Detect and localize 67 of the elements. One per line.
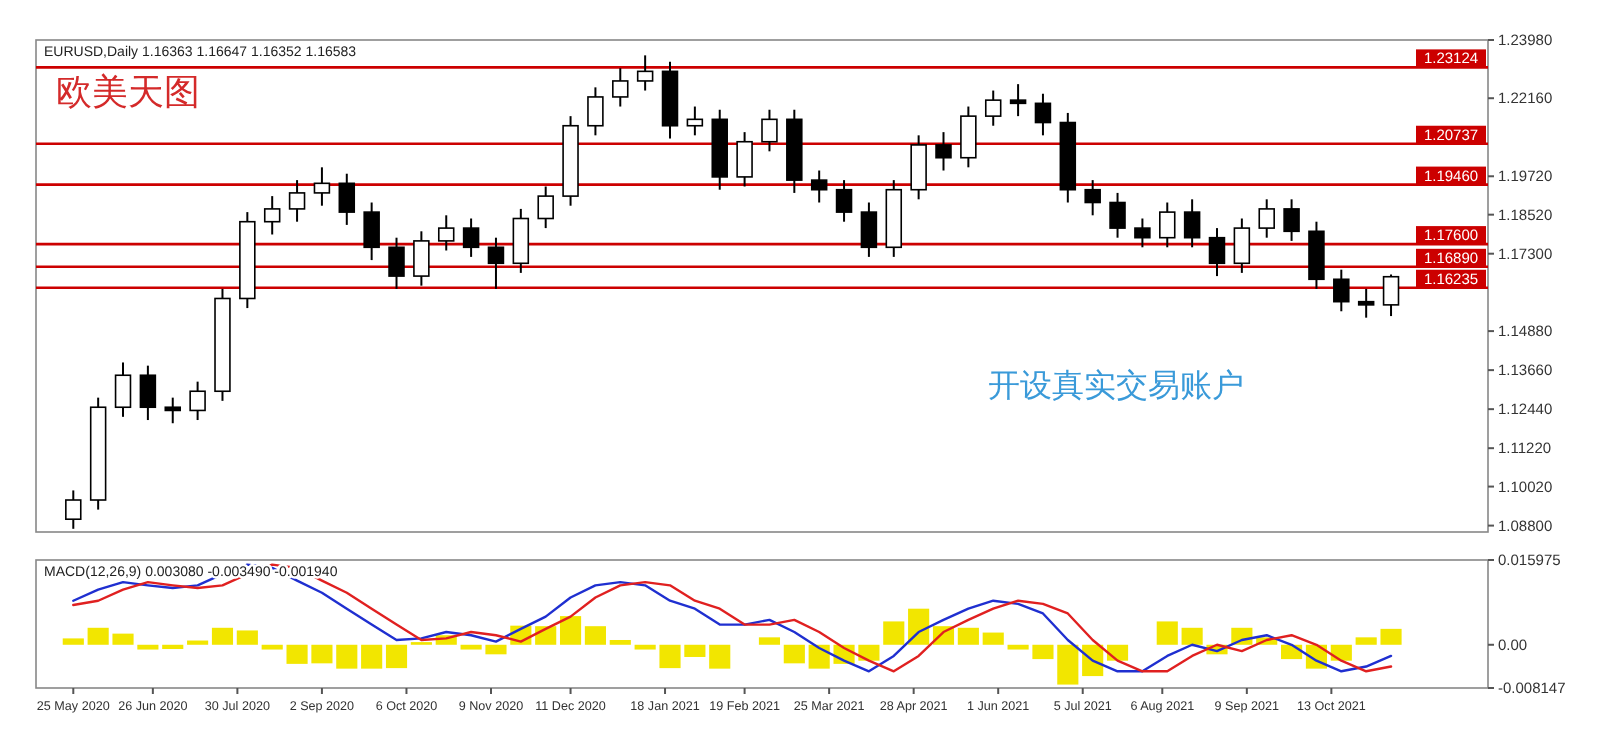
candlestick bbox=[413, 230, 430, 287]
candlestick bbox=[1308, 220, 1325, 290]
bar bbox=[908, 608, 930, 645]
candlestick bbox=[587, 86, 604, 137]
candlestick bbox=[1208, 227, 1226, 278]
candlestick bbox=[1009, 83, 1027, 118]
candlestick bbox=[1283, 198, 1300, 242]
candlestick bbox=[288, 179, 306, 223]
candlestick bbox=[114, 361, 132, 418]
bar bbox=[883, 621, 905, 645]
candlestick bbox=[139, 364, 157, 422]
bar bbox=[336, 644, 358, 669]
candlestick bbox=[1333, 268, 1350, 313]
bar bbox=[1330, 644, 1352, 661]
bar bbox=[783, 644, 805, 664]
candlestick bbox=[1357, 287, 1375, 319]
bar bbox=[62, 638, 84, 645]
candlestick bbox=[1109, 191, 1126, 239]
candlestick bbox=[1034, 92, 1052, 137]
candlestick bbox=[1183, 198, 1201, 249]
annotation: 开设真实交易账户 bbox=[988, 366, 1244, 404]
bar bbox=[982, 632, 1004, 645]
bar bbox=[361, 644, 383, 669]
candlestick bbox=[313, 166, 331, 207]
candlestick bbox=[512, 207, 530, 274]
candlestick bbox=[612, 67, 629, 108]
candlestick bbox=[164, 396, 182, 425]
candlestick bbox=[1134, 217, 1151, 249]
candlestick bbox=[960, 105, 977, 169]
annotation: 欧美天图 bbox=[56, 72, 200, 114]
bar bbox=[758, 637, 781, 645]
bar bbox=[162, 644, 184, 650]
bar bbox=[1156, 621, 1178, 645]
bar bbox=[559, 616, 582, 645]
candlestick bbox=[1258, 198, 1275, 239]
candlestick bbox=[636, 54, 654, 92]
bar bbox=[584, 626, 606, 645]
candlestick bbox=[338, 172, 356, 226]
bar bbox=[609, 639, 631, 645]
candlestick bbox=[537, 185, 554, 230]
candlestick bbox=[761, 108, 778, 153]
bar bbox=[137, 644, 159, 650]
candlestick bbox=[487, 236, 505, 290]
candlestick bbox=[686, 105, 704, 137]
candlestick bbox=[263, 195, 281, 236]
candlestick bbox=[910, 134, 927, 201]
bar bbox=[957, 627, 979, 645]
candlestick bbox=[437, 214, 455, 252]
bar bbox=[385, 644, 408, 669]
candlestick bbox=[189, 380, 206, 422]
candlestick bbox=[835, 179, 853, 223]
bar bbox=[709, 644, 731, 669]
bar bbox=[1181, 627, 1203, 645]
candlestick bbox=[810, 169, 828, 204]
bar bbox=[236, 630, 258, 645]
candlestick bbox=[736, 131, 753, 188]
candlestick bbox=[984, 89, 1002, 127]
bar bbox=[211, 627, 234, 645]
candlestick bbox=[363, 201, 380, 262]
candlestick bbox=[935, 131, 952, 172]
candlestick bbox=[1233, 217, 1251, 274]
candlestick bbox=[388, 236, 405, 290]
candlestick bbox=[1159, 201, 1176, 249]
candlestick bbox=[1084, 179, 1101, 217]
candlestick bbox=[1382, 273, 1400, 318]
candlestick bbox=[462, 217, 480, 258]
candlestick bbox=[860, 201, 878, 258]
